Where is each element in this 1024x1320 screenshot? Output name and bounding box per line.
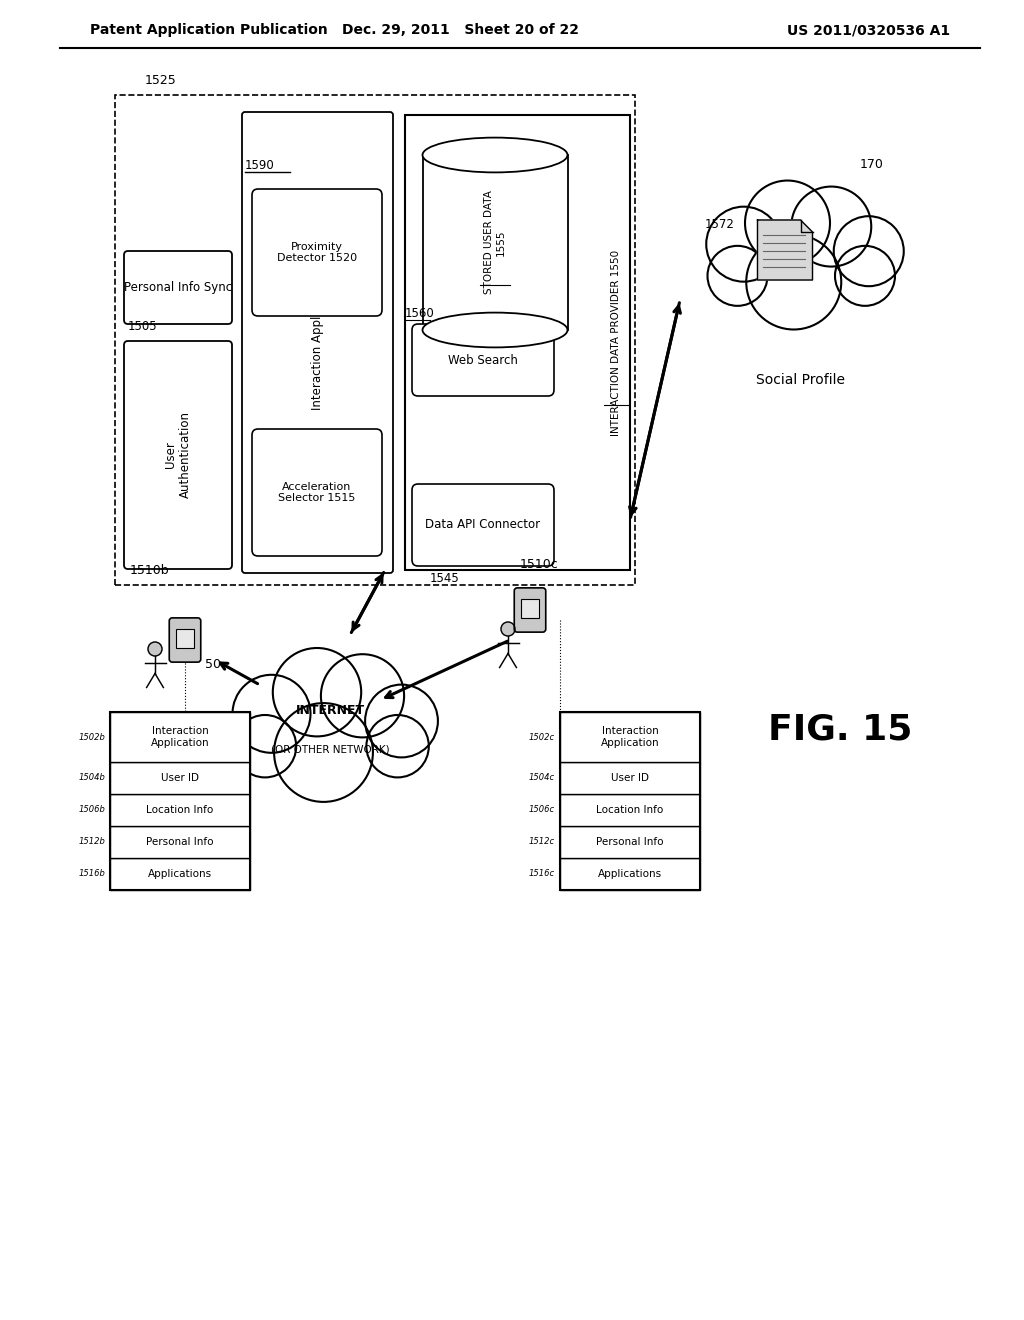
Bar [176,628,194,648]
Text: 1516c: 1516c [528,870,555,879]
Circle shape [233,715,296,777]
FancyBboxPatch shape [124,251,232,323]
Text: 1502c: 1502c [528,733,555,742]
FancyBboxPatch shape [169,618,201,663]
Bar [560,762,700,795]
Text: 1506b: 1506b [78,805,105,814]
Bar [115,95,635,585]
Circle shape [745,181,830,265]
Text: 1504c: 1504c [528,774,555,783]
Bar [110,711,250,890]
FancyBboxPatch shape [514,587,546,632]
Circle shape [366,685,438,758]
Circle shape [501,622,515,636]
Circle shape [274,704,373,801]
Text: INTERACTION DATA PROVIDER 1550: INTERACTION DATA PROVIDER 1550 [611,249,621,436]
Text: Proximity
Detector 1520: Proximity Detector 1520 [276,242,357,263]
Text: 1502b: 1502b [78,733,105,742]
Bar [110,826,250,858]
FancyBboxPatch shape [124,341,232,569]
Text: 1590: 1590 [245,158,274,172]
Text: 50: 50 [205,659,221,672]
Bar [560,858,700,890]
Ellipse shape [423,137,567,173]
Bar [560,711,700,762]
Text: Interaction
Application: Interaction Application [151,726,209,748]
Text: Location Info: Location Info [596,805,664,814]
Bar [406,115,630,570]
Text: Acceleration
Selector 1515: Acceleration Selector 1515 [279,482,355,503]
Text: 1505: 1505 [128,319,158,333]
Circle shape [835,246,895,306]
Text: Dec. 29, 2011   Sheet 20 of 22: Dec. 29, 2011 Sheet 20 of 22 [341,22,579,37]
Circle shape [148,642,162,656]
Text: 1510c: 1510c [520,558,559,572]
Circle shape [321,655,404,738]
Text: STORED USER DATA
1555: STORED USER DATA 1555 [484,190,506,294]
Text: Data API Connector: Data API Connector [425,519,541,532]
Text: User ID: User ID [161,774,199,783]
Circle shape [708,246,768,306]
Text: 1512b: 1512b [78,837,105,846]
Bar [560,711,700,890]
Polygon shape [758,220,812,280]
Text: User ID: User ID [611,774,649,783]
Text: 1516b: 1516b [78,870,105,879]
Text: Applications: Applications [147,869,212,879]
Circle shape [367,715,429,777]
Text: Personal Info Sync: Personal Info Sync [124,281,232,294]
Bar [110,711,250,762]
Ellipse shape [423,313,567,347]
Text: 170: 170 [860,158,884,172]
Text: Social Profile: Social Profile [756,374,845,387]
Text: 1525: 1525 [145,74,177,87]
Text: INTERNET: INTERNET [296,704,365,717]
Text: 1504b: 1504b [78,774,105,783]
Bar [560,795,700,826]
Text: 1572: 1572 [705,219,735,231]
FancyBboxPatch shape [252,429,382,556]
Text: 1512c: 1512c [528,837,555,846]
Text: US 2011/0320536 A1: US 2011/0320536 A1 [786,22,950,37]
Circle shape [834,216,904,286]
Text: Patent Application Publication: Patent Application Publication [90,22,328,37]
Circle shape [232,675,310,752]
Text: Applications: Applications [598,869,663,879]
Circle shape [707,207,781,281]
Circle shape [746,235,842,330]
Text: Location Info: Location Info [146,805,214,814]
Bar [110,858,250,890]
Text: Interaction Application: Interaction Application [311,276,324,409]
Circle shape [272,648,361,737]
Circle shape [792,186,871,267]
Text: 1545: 1545 [430,572,460,585]
Bar [423,154,567,330]
Text: (OR OTHER NETWORK): (OR OTHER NETWORK) [270,744,389,755]
Bar [110,795,250,826]
Text: 1560: 1560 [406,308,435,319]
Text: Personal Info: Personal Info [146,837,214,847]
Text: 1510b: 1510b [130,564,170,577]
Text: Personal Info: Personal Info [596,837,664,847]
Text: 1506c: 1506c [528,805,555,814]
FancyBboxPatch shape [242,112,393,573]
Bar [521,598,539,618]
FancyBboxPatch shape [412,484,554,566]
FancyBboxPatch shape [252,189,382,315]
Bar [560,826,700,858]
Text: FIG. 15: FIG. 15 [768,713,912,747]
Text: User
Authentication: User Authentication [164,412,193,499]
Text: Web Search: Web Search [449,354,518,367]
FancyBboxPatch shape [412,323,554,396]
Bar [110,762,250,795]
Text: Interaction
Application: Interaction Application [601,726,659,748]
